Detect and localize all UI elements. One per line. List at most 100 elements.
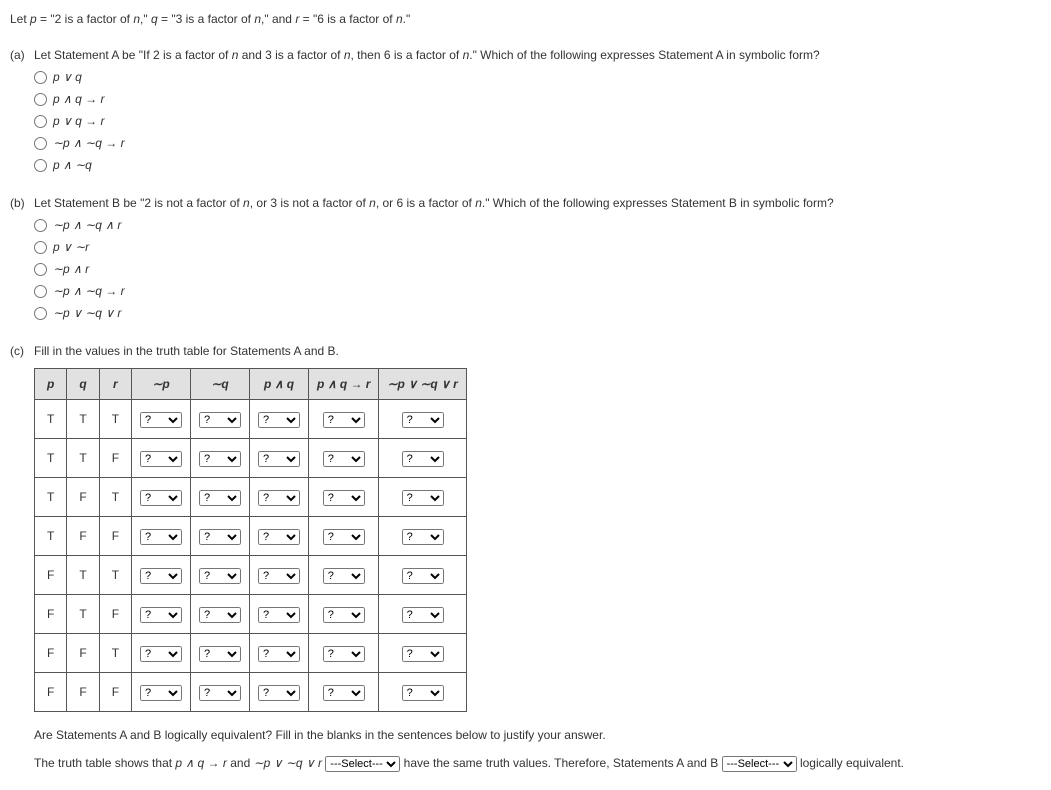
intro-n3: n xyxy=(396,12,403,26)
truth-select[interactable]: ? xyxy=(258,646,300,662)
truth-select[interactable]: ? xyxy=(258,412,300,428)
part-a-radio-0[interactable] xyxy=(34,71,47,84)
th-notp: ∼p xyxy=(132,369,191,400)
truth-select[interactable]: ? xyxy=(402,451,444,467)
table-row: TFT????? xyxy=(35,478,467,517)
truth-select[interactable]: ? xyxy=(323,607,365,623)
truth-select[interactable]: ? xyxy=(140,646,182,662)
part-a-text1: Let Statement A be "If 2 is a factor of xyxy=(34,48,232,62)
truth-select[interactable]: ? xyxy=(402,568,444,584)
truth-select[interactable]: ? xyxy=(323,529,365,545)
truth-select-cell: ? xyxy=(379,400,466,439)
truth-select-cell: ? xyxy=(250,556,309,595)
truth-select[interactable]: ? xyxy=(140,529,182,545)
truth-select[interactable]: ? xyxy=(258,529,300,545)
truth-select-cell: ? xyxy=(309,478,379,517)
truth-select[interactable]: ? xyxy=(199,607,241,623)
part-b-label: (b) xyxy=(10,194,34,324)
truth-select-cell: ? xyxy=(250,634,309,673)
truth-select-cell: ? xyxy=(250,400,309,439)
truth-select[interactable]: ? xyxy=(323,685,365,701)
truth-select[interactable]: ? xyxy=(402,607,444,623)
truth-select-cell: ? xyxy=(132,673,191,712)
truth-select[interactable]: ? xyxy=(323,412,365,428)
truth-select-cell: ? xyxy=(191,595,250,634)
truth-select-cell: ? xyxy=(309,400,379,439)
conc-expr2: ∼p ∨ ∼q ∨ r xyxy=(254,756,322,770)
truth-select[interactable]: ? xyxy=(258,607,300,623)
part-a-text4: ." Which of the following expresses Stat… xyxy=(469,48,819,62)
truth-select-cell: ? xyxy=(379,439,466,478)
part-b-radio-1[interactable] xyxy=(34,241,47,254)
part-b-opt-2: ∼p ∧ r xyxy=(53,260,89,278)
part-a-opt-1: p ∧ q → r xyxy=(53,90,104,108)
truth-select-cell: ? xyxy=(132,400,191,439)
part-b-opt-1: p ∨ ∼r xyxy=(53,238,89,256)
truth-select[interactable]: ? xyxy=(323,646,365,662)
truth-select[interactable]: ? xyxy=(140,490,182,506)
truth-select[interactable]: ? xyxy=(140,451,182,467)
truth-select[interactable]: ? xyxy=(323,568,365,584)
part-a-text3: , then 6 is a factor of xyxy=(351,48,463,62)
truth-fixed-cell: F xyxy=(67,673,99,712)
truth-select-cell: ? xyxy=(191,439,250,478)
truth-select[interactable]: ? xyxy=(199,451,241,467)
truth-fixed-cell: T xyxy=(99,478,131,517)
truth-select[interactable]: ? xyxy=(258,685,300,701)
truth-select-cell: ? xyxy=(379,634,466,673)
part-b-radio-3[interactable] xyxy=(34,285,47,298)
truth-select[interactable]: ? xyxy=(258,490,300,506)
truth-select-cell: ? xyxy=(132,595,191,634)
truth-select[interactable]: ? xyxy=(140,568,182,584)
truth-select[interactable]: ? xyxy=(140,685,182,701)
truth-select[interactable]: ? xyxy=(199,529,241,545)
truth-select[interactable]: ? xyxy=(402,685,444,701)
truth-select[interactable]: ? xyxy=(402,646,444,662)
truth-select[interactable]: ? xyxy=(402,412,444,428)
truth-select-cell: ? xyxy=(250,673,309,712)
truth-select[interactable]: ? xyxy=(199,568,241,584)
truth-table: p q r ∼p ∼q p ∧ q p ∧ q → r ∼p ∨ ∼q ∨ r … xyxy=(34,368,467,712)
part-b-radio-2[interactable] xyxy=(34,263,47,276)
truth-select[interactable]: ? xyxy=(258,568,300,584)
truth-fixed-cell: T xyxy=(35,478,67,517)
part-a-text2: and 3 is a factor of xyxy=(238,48,343,62)
truth-select[interactable]: ? xyxy=(258,451,300,467)
part-b-opt-0: ∼p ∧ ∼q ∧ r xyxy=(53,216,121,234)
truth-select-cell: ? xyxy=(191,556,250,595)
part-b-radio-0[interactable] xyxy=(34,219,47,232)
part-b-text4: ." Which of the following expresses Stat… xyxy=(482,196,834,210)
intro-p-end: ," xyxy=(140,12,151,26)
part-a-radio-3[interactable] xyxy=(34,137,47,150)
conclusion-select-1[interactable]: ---Select--- xyxy=(325,756,400,772)
truth-fixed-cell: T xyxy=(67,439,99,478)
truth-select-cell: ? xyxy=(191,673,250,712)
truth-select[interactable]: ? xyxy=(402,529,444,545)
truth-fixed-cell: F xyxy=(67,517,99,556)
truth-select[interactable]: ? xyxy=(323,451,365,467)
part-a-radio-2[interactable] xyxy=(34,115,47,128)
part-a-options: p ∨ q p ∧ q → r p ∨ q → r ∼p ∧ ∼q → r p … xyxy=(34,66,820,176)
part-b-radio-4[interactable] xyxy=(34,307,47,320)
intro-eq3: = xyxy=(299,12,313,26)
truth-select-cell: ? xyxy=(309,595,379,634)
truth-fixed-cell: F xyxy=(35,556,67,595)
truth-select[interactable]: ? xyxy=(199,490,241,506)
part-a-radio-1[interactable] xyxy=(34,93,47,106)
intro-q-var: q xyxy=(151,12,158,26)
intro-eq1: = xyxy=(37,12,51,26)
part-a-radio-4[interactable] xyxy=(34,159,47,172)
conclusion-select-2[interactable]: ---Select--- xyxy=(722,756,797,772)
truth-select[interactable]: ? xyxy=(199,646,241,662)
truth-select[interactable]: ? xyxy=(140,412,182,428)
truth-select[interactable]: ? xyxy=(402,490,444,506)
truth-select[interactable]: ? xyxy=(199,685,241,701)
truth-select[interactable]: ? xyxy=(199,412,241,428)
part-b-text1: Let Statement B be "2 is not a factor of xyxy=(34,196,243,210)
truth-select[interactable]: ? xyxy=(323,490,365,506)
part-b-opt-3: ∼p ∧ ∼q → r xyxy=(53,282,125,300)
truth-select[interactable]: ? xyxy=(140,607,182,623)
part-a-opt-3: ∼p ∧ ∼q → r xyxy=(53,134,125,152)
conclusion-line2: The truth table shows that p ∧ q → r and… xyxy=(34,754,904,772)
truth-select-cell: ? xyxy=(309,517,379,556)
